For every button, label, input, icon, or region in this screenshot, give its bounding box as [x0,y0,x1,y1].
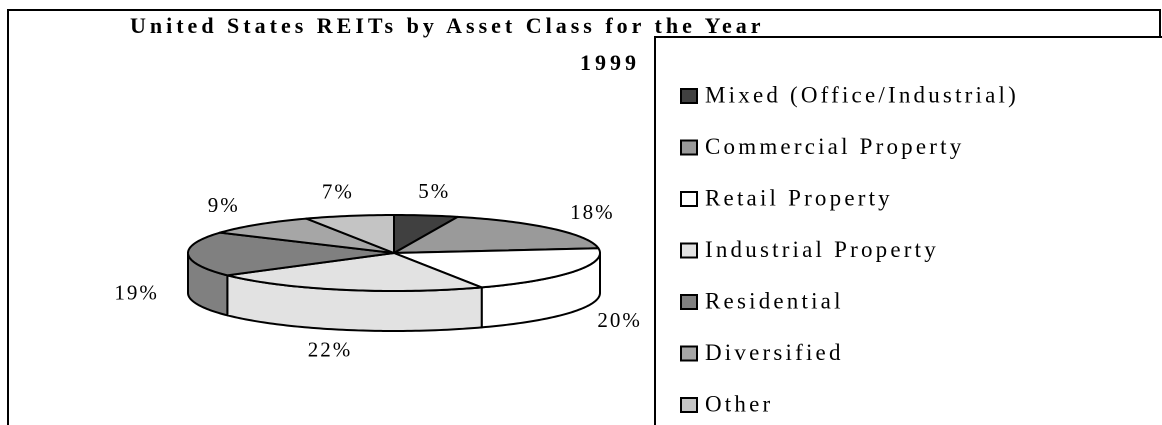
legend-box [654,36,1162,425]
chart-title: United States REITs by Asset Class for t… [130,13,765,38]
legend-swatch [680,345,698,362]
legend-label: Diversified [705,340,844,365]
legend-label: Residential [705,288,844,313]
legend-label: Mixed (Office/Industrial) [705,82,1019,107]
data-label: 5% [418,179,450,203]
data-label: 7% [322,179,354,203]
legend-label: Industrial Property [705,237,939,262]
data-label: 20% [597,308,642,332]
legend-swatch [680,397,698,413]
pie-slice [219,217,395,254]
legend-swatch [680,294,698,310]
data-label: 9% [208,193,240,217]
data-label: 19% [114,281,159,305]
data-label: 22% [308,338,353,362]
pie-slice [226,252,483,292]
legend-label: Retail Property [705,185,893,210]
legend-swatch [680,242,698,259]
pie-slice [305,214,395,254]
legend-label: Other [705,391,773,416]
pie-slice [393,247,601,289]
data-label: 18% [570,200,615,224]
legend-swatch [680,139,698,156]
legend-swatch [680,88,698,104]
pie-slice [393,215,600,254]
pie-slice [187,231,395,277]
legend-swatch [680,191,698,207]
legend-label: Commercial Property [705,134,964,159]
chart-subtitle: 1999 [580,50,640,75]
